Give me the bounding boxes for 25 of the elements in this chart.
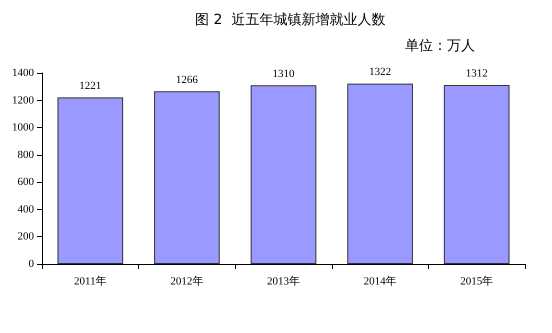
y-tick-label: 1400 (12, 67, 34, 79)
bar (444, 85, 510, 264)
y-tick-label: 1000 (12, 122, 34, 134)
bar (154, 91, 220, 264)
chart-title: 图 2 近五年城镇新增就业人数 (195, 12, 386, 28)
x-tick-label: 2015年 (460, 276, 494, 288)
x-tick-label: 2014年 (364, 276, 397, 288)
bar (347, 84, 413, 264)
y-tick-label: 200 (18, 230, 34, 243)
chart-subtitle: 单位：万人 (405, 38, 475, 54)
x-tick-label: 2013年 (267, 276, 300, 288)
data-label: 1221 (79, 80, 102, 92)
data-label: 1266 (176, 74, 198, 86)
data-label: 1312 (466, 68, 488, 80)
y-tick-label: 0 (28, 258, 34, 270)
y-tick-label: 800 (18, 148, 34, 161)
data-label: 1322 (369, 66, 392, 78)
bar (250, 85, 316, 264)
x-tick-label: 2011年 (74, 276, 107, 288)
bar (57, 97, 124, 264)
data-label: 1310 (272, 68, 295, 80)
x-tick-label: 2012年 (170, 276, 204, 288)
y-tick-label: 400 (18, 203, 34, 216)
y-tick-label: 1200 (12, 94, 34, 106)
y-tick-label: 600 (18, 176, 34, 188)
